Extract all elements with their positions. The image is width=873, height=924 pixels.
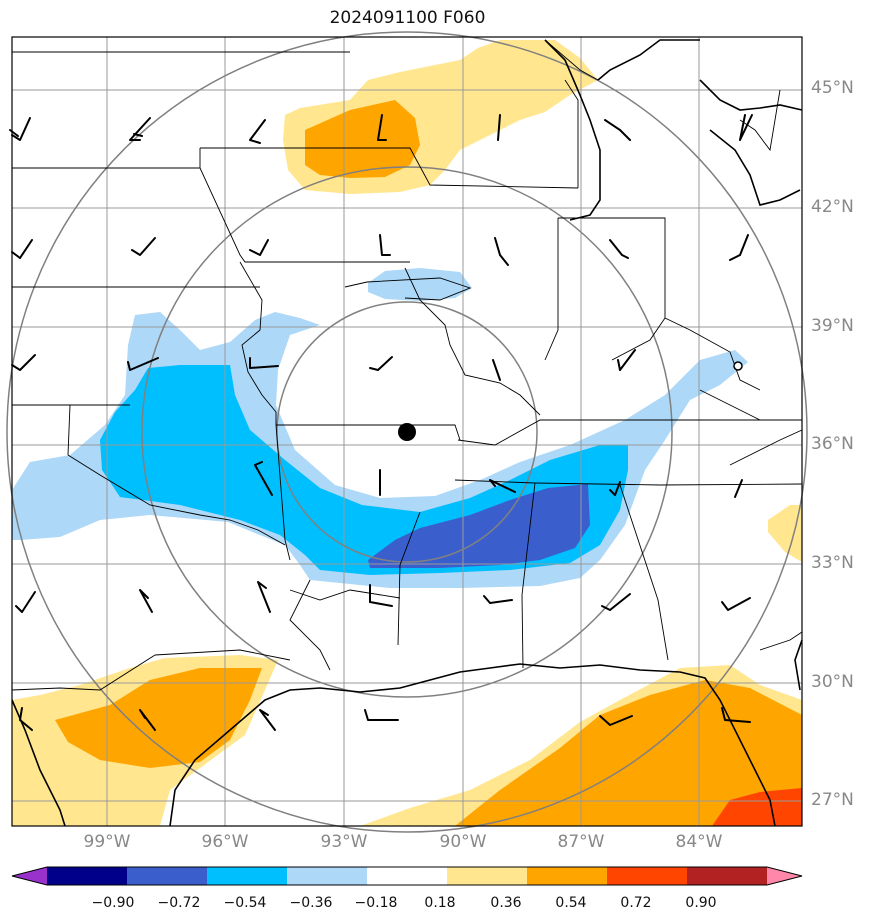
colorbar-tick: −0.36 <box>289 895 333 911</box>
contour-yellow-east <box>768 505 802 562</box>
colorbar-segment <box>527 867 608 885</box>
contour-orange-north <box>305 100 420 178</box>
storm-center-marker <box>398 423 416 441</box>
colorbar-segment <box>287 867 368 885</box>
contour-royal-blue <box>368 484 590 568</box>
colorbar-segment <box>447 867 528 885</box>
colorbar-tick: 0.72 <box>620 895 652 911</box>
colorbar-tick: 0.18 <box>424 895 456 911</box>
colorbar-tick: −0.72 <box>157 895 201 911</box>
contour-orange-red-southeast <box>712 788 802 826</box>
colorbar-extend-low <box>12 867 47 885</box>
colorbar-extend-high <box>767 867 802 885</box>
range-rings <box>6 31 808 833</box>
lat-label-36n: 36°N <box>811 434 854 454</box>
lat-label-33n: 33°N <box>811 553 854 573</box>
lon-label-90w: 90°W <box>439 832 487 852</box>
lon-label-84w: 84°W <box>675 832 723 852</box>
lon-label-99w: 99°W <box>83 832 131 852</box>
state-borders <box>11 39 803 691</box>
gridlines <box>12 37 802 826</box>
colorbar-outline <box>11 866 803 886</box>
colorbar-tick: −0.18 <box>354 895 398 911</box>
map-frame <box>11 36 803 827</box>
lon-label-96w: 96°W <box>201 832 249 852</box>
colorbar-segment <box>127 867 208 885</box>
colorbar-segment <box>207 867 288 885</box>
lat-label-42n: 42°N <box>811 197 854 217</box>
colorbar-tick: 0.36 <box>490 895 522 911</box>
lat-label-27n: 27°N <box>811 790 854 810</box>
lon-label-93w: 93°W <box>320 832 368 852</box>
contour-yellow-sw-edge <box>12 755 30 795</box>
station-point-marker <box>733 361 743 371</box>
colorbar-tick: 0.90 <box>685 895 717 911</box>
lat-label-45n: 45°N <box>811 78 854 98</box>
colorbar-segment <box>687 867 768 885</box>
lon-label-87w: 87°W <box>557 832 605 852</box>
colorbar <box>11 866 803 886</box>
lat-label-39n: 39°N <box>811 316 854 336</box>
contour-light-blue-north <box>368 268 472 301</box>
coastlines <box>11 39 803 827</box>
lat-label-30n: 30°N <box>811 672 854 692</box>
contour-orange-southeast <box>455 680 802 826</box>
colorbar-tick: 0.54 <box>555 895 587 911</box>
colorbar-segment <box>607 867 688 885</box>
colorbar-tick: −0.54 <box>223 895 267 911</box>
colorbar-segment <box>367 867 448 885</box>
wind-barbs <box>9 114 753 731</box>
map-title: 2024091100 F060 <box>329 8 486 28</box>
colorbar-tick: −0.90 <box>91 895 135 911</box>
colorbar-segment <box>47 867 128 885</box>
